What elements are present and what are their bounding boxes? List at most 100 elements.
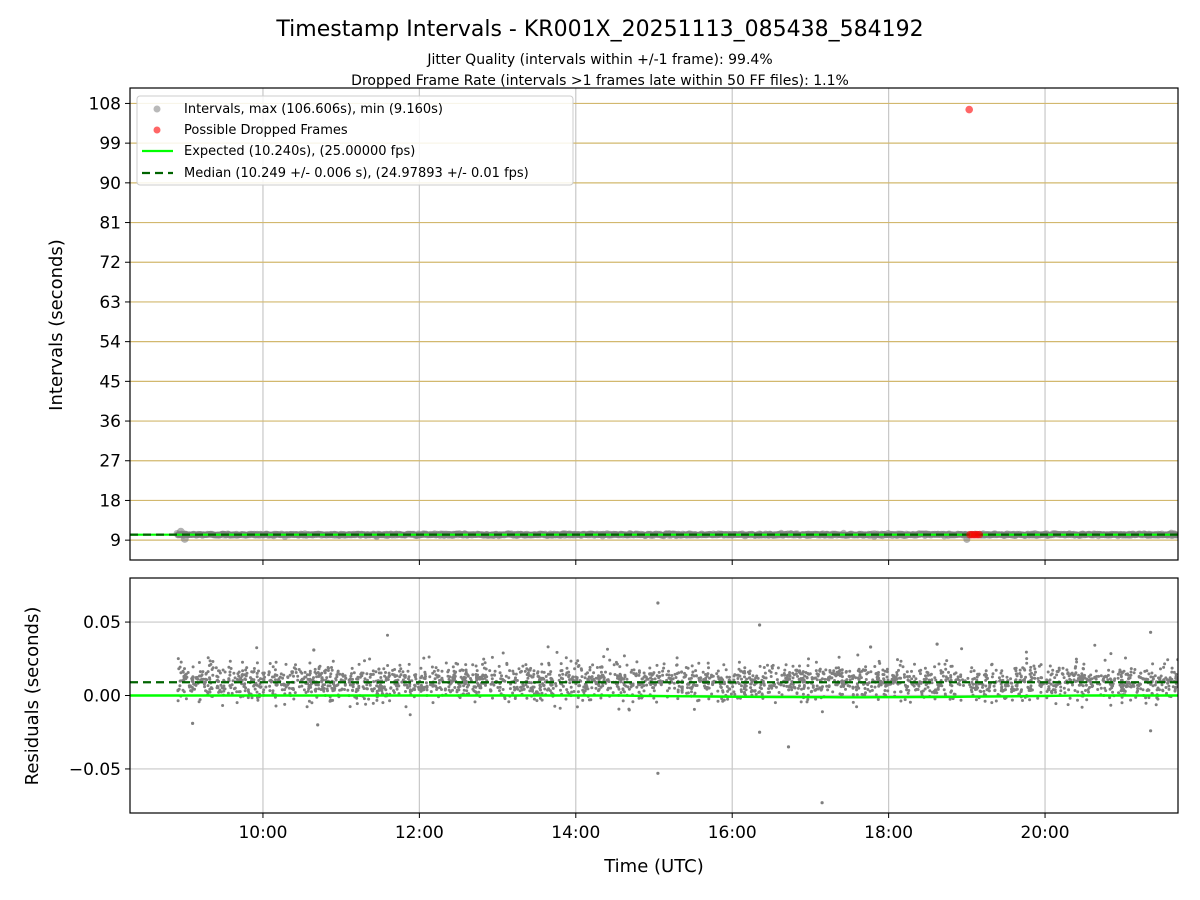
residual-point bbox=[532, 685, 536, 689]
residual-point bbox=[642, 671, 646, 675]
residual-point bbox=[226, 691, 230, 695]
residual-point bbox=[1069, 672, 1073, 676]
residual-point bbox=[649, 672, 653, 676]
residual-point bbox=[992, 684, 996, 688]
residual-point bbox=[667, 686, 671, 690]
residual-point bbox=[274, 678, 277, 682]
residual-point bbox=[1066, 671, 1070, 675]
residual-point bbox=[422, 656, 426, 660]
residual-point bbox=[788, 674, 792, 678]
residual-point bbox=[869, 670, 873, 674]
residual-point bbox=[413, 684, 417, 688]
residual-point bbox=[848, 678, 852, 682]
residual-point bbox=[233, 676, 237, 680]
residual-point bbox=[305, 673, 309, 677]
residual-point bbox=[758, 664, 762, 668]
residual-point bbox=[559, 688, 562, 692]
residual-point bbox=[876, 698, 880, 701]
residual-point bbox=[676, 688, 680, 692]
residual-point bbox=[1067, 688, 1071, 692]
residual-point bbox=[348, 705, 352, 709]
residual-point bbox=[893, 676, 897, 680]
residual-point bbox=[903, 698, 907, 702]
residual-point bbox=[898, 676, 901, 680]
residual-point bbox=[228, 673, 232, 677]
residual-point bbox=[310, 701, 314, 705]
residual-point bbox=[706, 661, 710, 665]
residual-point bbox=[896, 658, 899, 662]
residual-point bbox=[1161, 688, 1165, 692]
residual-point bbox=[317, 687, 321, 691]
residual-point bbox=[1040, 676, 1044, 680]
residual-point bbox=[739, 669, 743, 673]
residual-outlier-point bbox=[935, 642, 939, 646]
residual-point bbox=[480, 675, 484, 679]
residual-point bbox=[864, 691, 867, 695]
residual-point bbox=[1059, 685, 1063, 689]
residual-point bbox=[1155, 688, 1159, 692]
residual-point bbox=[758, 686, 762, 690]
residual-point bbox=[464, 663, 468, 667]
residual-point bbox=[1063, 681, 1067, 684]
residual-point bbox=[371, 672, 375, 676]
residual-point bbox=[326, 666, 330, 669]
residual-point bbox=[247, 690, 250, 694]
residual-point bbox=[431, 684, 435, 688]
residual-point bbox=[375, 698, 379, 702]
residual-point bbox=[306, 689, 310, 693]
residual-point bbox=[283, 688, 287, 692]
residual-point bbox=[249, 676, 252, 680]
residual-point bbox=[950, 689, 953, 693]
residual-point bbox=[760, 678, 764, 682]
residual-point bbox=[998, 679, 1002, 683]
residual-point bbox=[1021, 666, 1025, 670]
residual-point bbox=[279, 672, 283, 676]
residual-point bbox=[305, 705, 309, 709]
residual-point bbox=[646, 677, 650, 681]
residual-point bbox=[692, 674, 696, 678]
residual-point bbox=[690, 664, 694, 668]
residual-point bbox=[873, 685, 877, 689]
residual-point bbox=[540, 670, 544, 674]
residual-point bbox=[722, 663, 726, 667]
residual-point bbox=[372, 687, 376, 691]
residual-point bbox=[176, 688, 180, 692]
residual-point bbox=[674, 676, 678, 679]
residual-outlier-point bbox=[1149, 729, 1153, 733]
residual-outlier-point bbox=[191, 721, 195, 726]
residual-point bbox=[237, 678, 241, 682]
residual-point bbox=[1023, 668, 1027, 672]
residual-point bbox=[767, 687, 771, 691]
residual-point bbox=[702, 678, 706, 681]
residual-point bbox=[926, 685, 930, 689]
residual-point bbox=[398, 663, 402, 667]
residual-point bbox=[1028, 672, 1032, 676]
residual-point bbox=[1170, 670, 1174, 674]
residual-point bbox=[977, 672, 981, 676]
residual-point bbox=[933, 676, 937, 680]
residual-point bbox=[464, 668, 468, 672]
residual-point bbox=[261, 677, 265, 681]
residual-point bbox=[655, 663, 659, 667]
residual-point bbox=[440, 669, 444, 673]
residual-point bbox=[294, 671, 298, 674]
residual-point bbox=[1153, 674, 1157, 678]
residual-point bbox=[268, 689, 272, 693]
residual-point bbox=[520, 688, 524, 692]
residual-point bbox=[507, 676, 511, 680]
residual-point bbox=[595, 666, 599, 669]
residual-point bbox=[883, 669, 887, 673]
residual-point bbox=[1125, 680, 1129, 684]
residual-point bbox=[303, 670, 307, 674]
residual-point bbox=[388, 699, 392, 703]
residual-point bbox=[901, 665, 905, 669]
residual-point bbox=[1071, 683, 1074, 687]
residual-point bbox=[772, 683, 776, 687]
residual-point bbox=[389, 686, 393, 690]
residual-point bbox=[653, 677, 657, 681]
residual-point bbox=[324, 678, 328, 682]
residual-point bbox=[948, 697, 952, 701]
residual-point bbox=[882, 673, 886, 677]
top-y-tick-label: 18 bbox=[99, 491, 121, 511]
residual-point bbox=[513, 697, 517, 700]
